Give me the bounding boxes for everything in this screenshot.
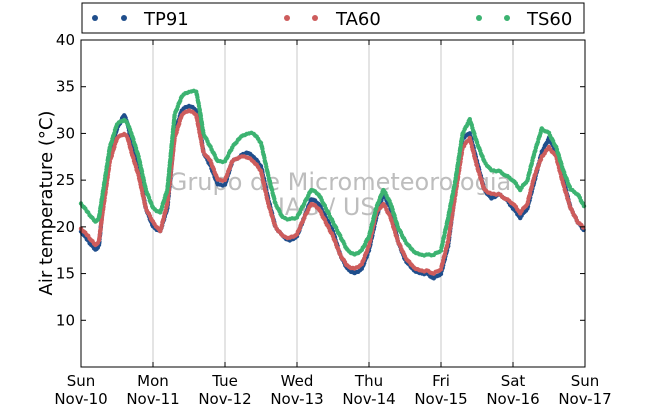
x-tick-label-date: Nov-13 — [270, 390, 323, 408]
y-tick-label: 25 — [56, 171, 75, 189]
x-tick-label-day: Fri — [432, 372, 450, 390]
x-tick-label-date: Nov-14 — [342, 390, 395, 408]
series-point — [581, 203, 587, 209]
y-tick-label: 35 — [56, 78, 75, 96]
y-tick-label: 15 — [56, 265, 75, 283]
legend-label-ts60: TS60 — [526, 9, 572, 30]
legend-marker-ta60 — [312, 15, 318, 21]
x-tick-label-date: Nov-12 — [198, 390, 251, 408]
x-tick-label-day: Mon — [137, 372, 169, 390]
x-tick-label-day: Wed — [281, 372, 314, 390]
series-ts60 — [78, 88, 587, 258]
x-tick-label-date: Nov-16 — [486, 390, 539, 408]
legend-label-ta60: TA60 — [335, 9, 381, 30]
x-tick-label-date: Nov-15 — [414, 390, 467, 408]
legend: TP91 TA60 TS60 — [81, 2, 585, 34]
y-tick-label: 20 — [56, 218, 75, 236]
x-tick-label-day: Sun — [67, 372, 96, 390]
x-tick-label-day: Sun — [571, 372, 600, 390]
legend-frame — [81, 2, 585, 34]
legend-marker-ts60 — [504, 15, 510, 21]
x-tick-label-day: Tue — [211, 372, 238, 390]
plot-frame — [80, 39, 586, 368]
legend-label-tp91: TP91 — [143, 9, 189, 30]
y-tick-label: 40 — [56, 31, 75, 49]
y-tick-label: 30 — [56, 124, 75, 142]
x-tick-label-day: Thu — [354, 372, 383, 390]
x-tick-label-day: Sat — [501, 372, 526, 390]
y-tick-label: 10 — [56, 311, 75, 329]
legend-marker-ta60 — [284, 15, 290, 21]
legend-marker-tp91 — [92, 15, 98, 21]
x-tick-label-date: Nov-10 — [54, 390, 107, 408]
data-series — [78, 88, 587, 281]
x-tick-label-date: Nov-11 — [126, 390, 179, 408]
x-tick-label-date: Nov-17 — [558, 390, 611, 408]
y-axis-label: Air temperature (°C) — [36, 111, 57, 296]
series-point — [105, 161, 110, 166]
legend-marker-tp91 — [121, 15, 127, 21]
legend-marker-ts60 — [476, 15, 482, 21]
